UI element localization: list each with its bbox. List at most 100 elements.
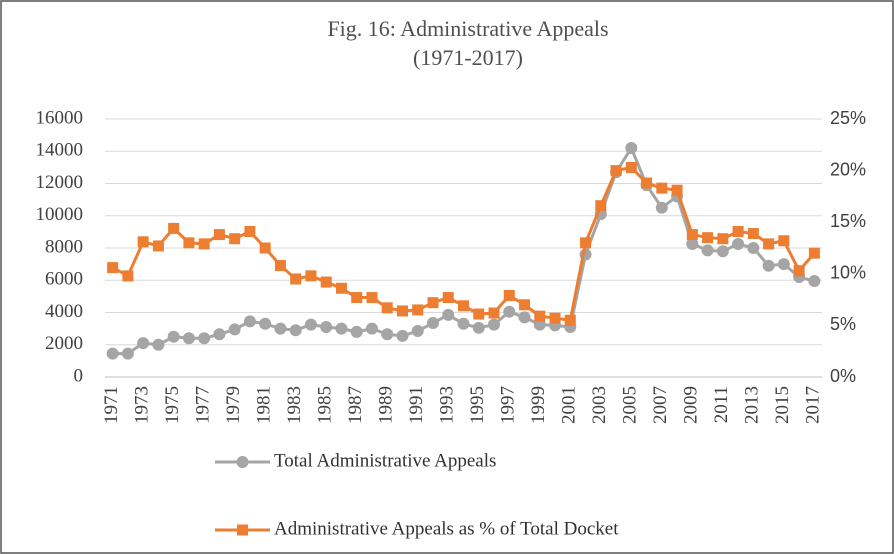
x-tick-label: 1977	[193, 386, 214, 424]
marker	[702, 232, 714, 244]
marker	[106, 347, 119, 360]
marker	[289, 324, 302, 337]
y-tick-label: 14000	[36, 140, 84, 161]
marker	[458, 300, 469, 312]
x-tick-label: 2013	[742, 386, 763, 424]
x-tick-label: 2009	[681, 386, 702, 424]
marker	[396, 329, 409, 342]
marker	[259, 242, 271, 254]
marker	[137, 337, 150, 350]
marker	[549, 312, 561, 324]
x-tick-label: 1997	[498, 386, 519, 424]
marker	[519, 299, 531, 311]
marker	[747, 228, 759, 240]
marker	[763, 238, 775, 250]
marker	[168, 222, 180, 234]
x-tick-label: 2007	[650, 386, 671, 424]
marker	[335, 322, 348, 335]
marker	[381, 302, 393, 314]
y2-tick-label: 25%	[830, 108, 866, 128]
x-tick-label: 2001	[559, 386, 580, 424]
x-tick-label: 2005	[620, 386, 641, 424]
marker	[320, 276, 332, 288]
marker	[564, 314, 576, 326]
marker	[747, 242, 760, 254]
marker	[701, 244, 714, 257]
marker	[534, 310, 546, 322]
marker	[137, 236, 149, 248]
marker	[259, 317, 272, 330]
marker	[503, 289, 515, 301]
marker	[182, 332, 195, 345]
marker	[457, 317, 470, 330]
x-tick-label: 1995	[467, 386, 488, 424]
x-tick-label: 1975	[162, 386, 183, 424]
x-tick-label: 1973	[131, 386, 152, 424]
y2-tick-label: 15%	[830, 211, 866, 231]
marker	[686, 237, 699, 250]
x-tick-label: 2011	[711, 386, 732, 423]
y-tick-label: 12000	[36, 172, 84, 193]
marker	[656, 182, 668, 194]
marker	[808, 247, 820, 259]
marker	[610, 165, 622, 177]
y-tick-label: 2000	[45, 333, 83, 354]
chart-subtitle: (1971-2017)	[413, 45, 523, 70]
y2-tick-label: 10%	[830, 263, 866, 283]
marker	[152, 338, 165, 351]
marker	[793, 265, 805, 277]
marker	[244, 225, 256, 237]
marker	[243, 315, 256, 328]
y-tick-label: 16000	[36, 107, 84, 128]
marker	[366, 292, 378, 304]
marker	[427, 297, 439, 309]
marker	[152, 240, 164, 252]
y-tick-label: 0	[74, 365, 84, 386]
marker	[717, 233, 729, 245]
y2-tick-label: 0%	[830, 366, 856, 386]
y-tick-label: 8000	[45, 236, 83, 257]
marker	[732, 225, 744, 237]
marker	[381, 328, 394, 341]
marker	[472, 321, 485, 334]
marker	[671, 184, 683, 196]
x-tick-label: 2003	[589, 386, 610, 424]
marker	[777, 258, 790, 271]
marker	[625, 162, 637, 174]
legend-marker	[237, 524, 248, 536]
marker	[213, 229, 225, 241]
marker	[778, 235, 790, 247]
x-tick-label: 1989	[376, 386, 397, 424]
marker	[625, 142, 638, 155]
marker	[121, 347, 134, 360]
marker	[335, 282, 347, 294]
y-tick-label: 6000	[45, 269, 83, 290]
marker	[365, 322, 378, 335]
marker	[320, 321, 333, 334]
marker	[228, 323, 241, 336]
marker	[411, 325, 424, 338]
marker	[808, 275, 821, 288]
x-tick-label: 2017	[803, 386, 824, 424]
x-tick-label: 1971	[101, 386, 122, 424]
legend-label: Administrative Appeals as % of Total Doc…	[274, 518, 619, 539]
marker	[229, 233, 241, 245]
marker	[107, 262, 119, 274]
x-tick-label: 1987	[345, 386, 366, 424]
marker	[122, 270, 134, 282]
legend-marker	[236, 456, 249, 468]
marker	[305, 270, 317, 282]
marker	[655, 201, 668, 214]
x-tick-label: 1981	[254, 386, 275, 424]
marker	[167, 330, 180, 343]
marker	[351, 292, 363, 304]
marker	[304, 318, 317, 331]
marker	[412, 304, 424, 316]
x-tick-label: 1985	[315, 386, 336, 424]
marker	[350, 325, 363, 338]
y-tick-label: 4000	[45, 301, 83, 322]
marker	[595, 200, 607, 212]
marker	[198, 238, 210, 250]
marker	[198, 332, 211, 345]
